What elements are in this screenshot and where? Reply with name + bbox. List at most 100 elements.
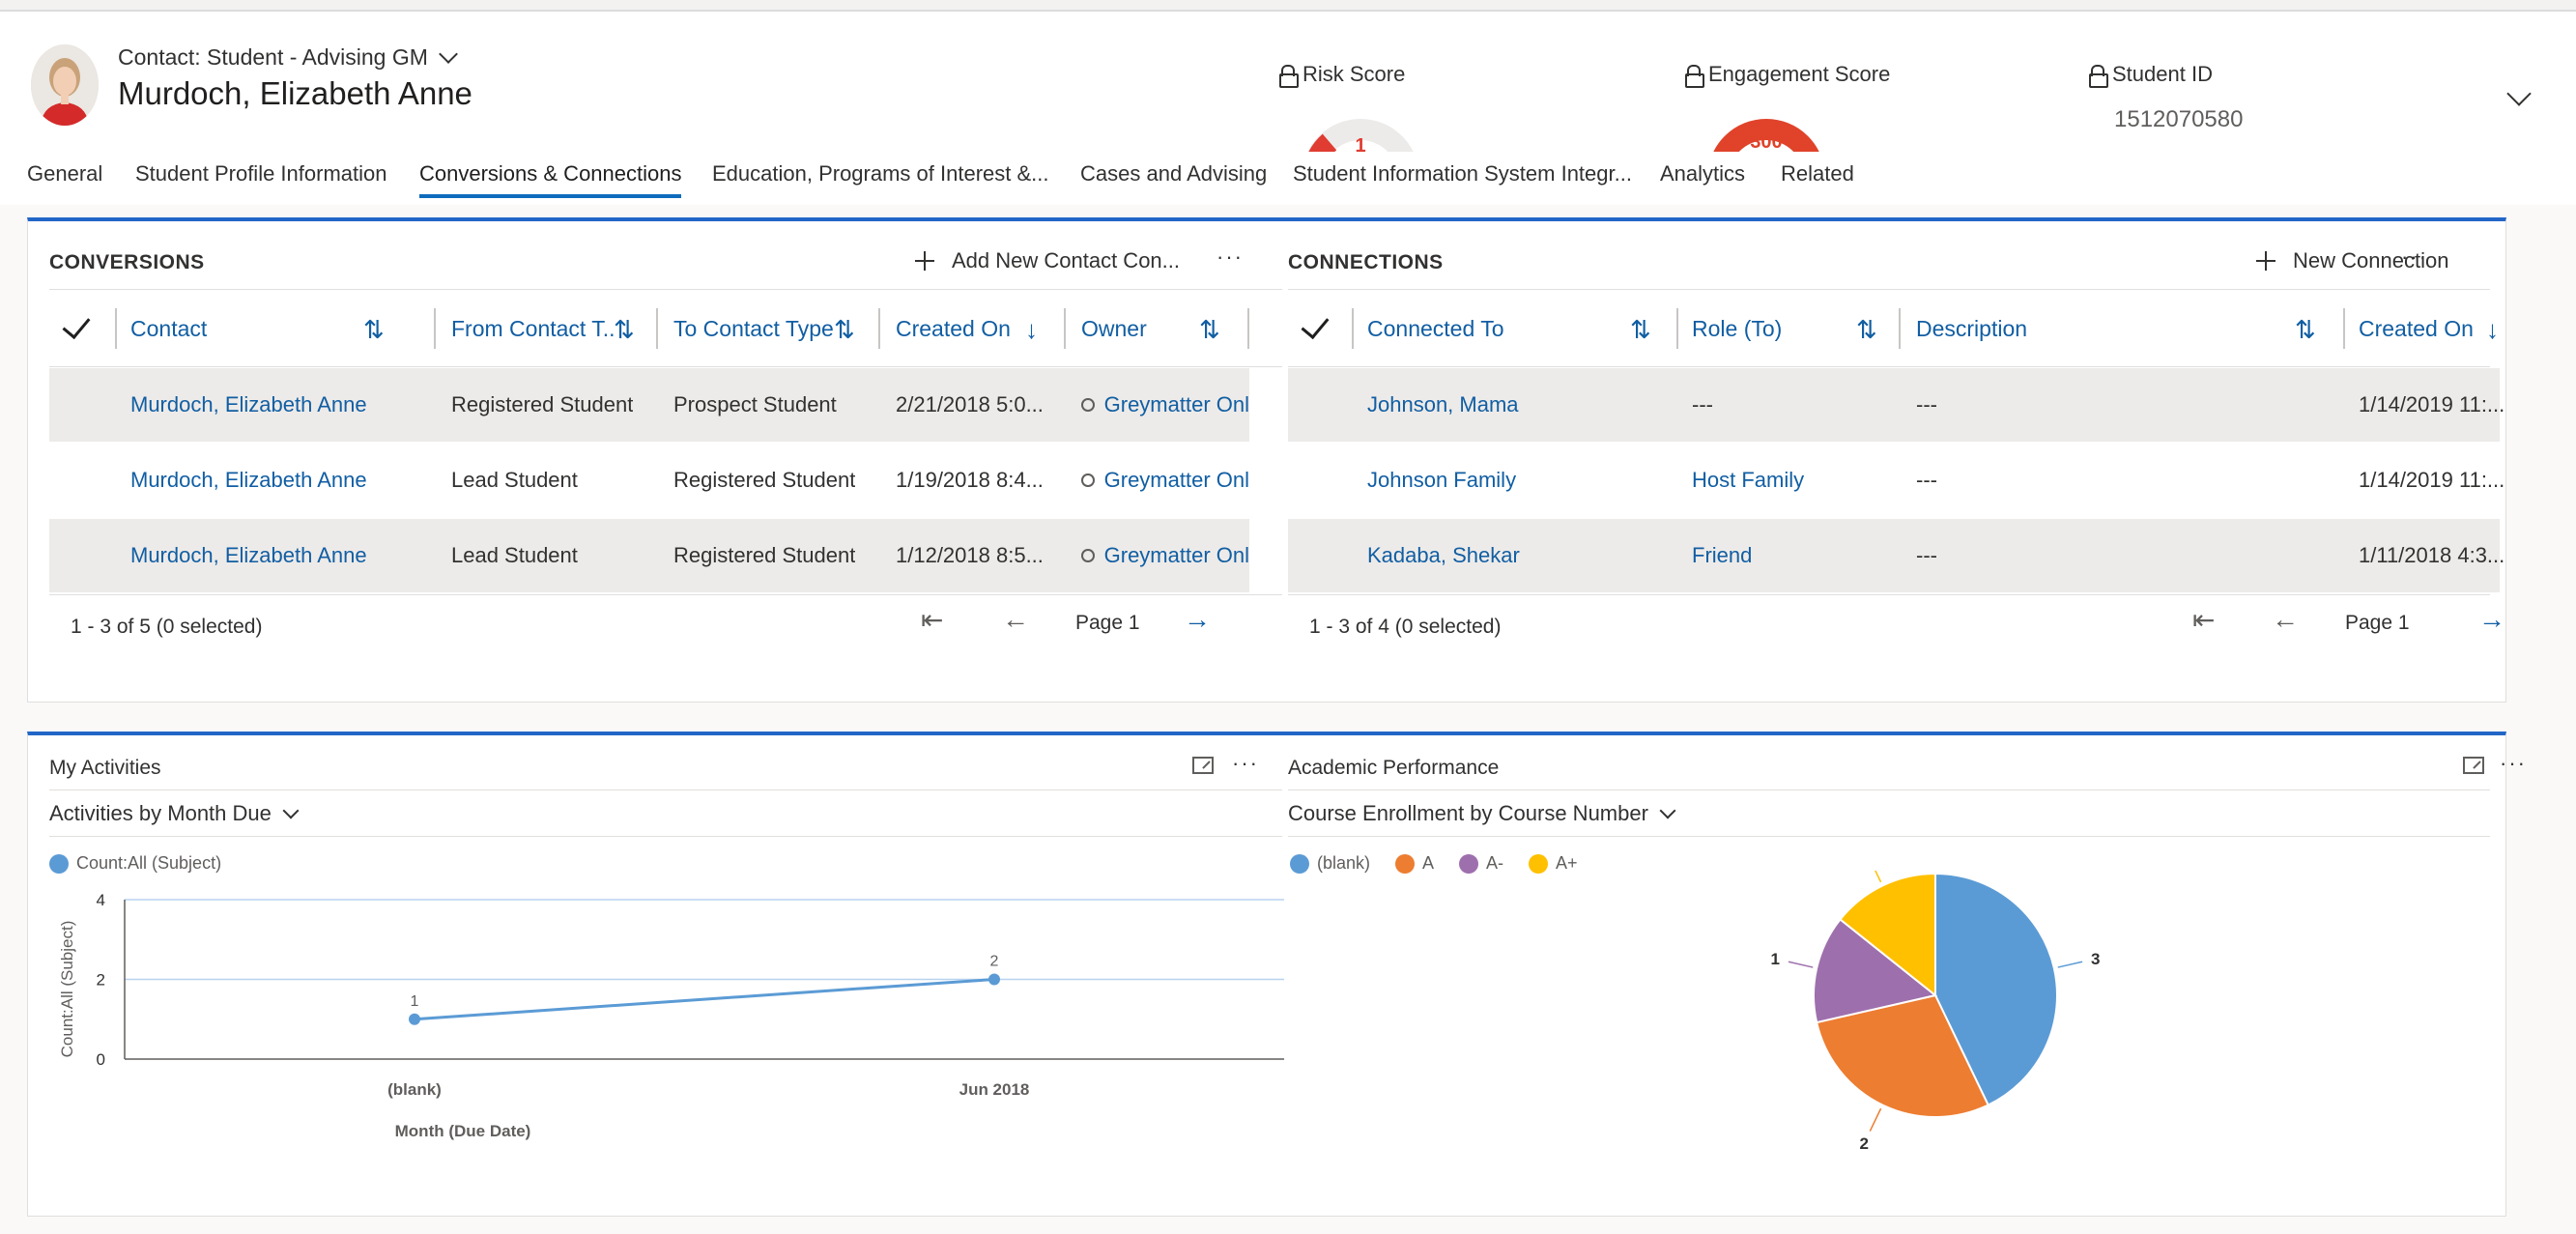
expand-header-chevron-icon[interactable] [2506,81,2532,106]
slice-leader-line [1875,871,1882,883]
academic-view-selector[interactable]: Course Enrollment by Course Number [1288,801,1676,826]
column-header-created-on[interactable]: Created On [2359,315,2474,341]
risk-score-field: Risk Score [1279,62,1405,88]
owner-link[interactable]: Greymatter Onl [1103,392,1249,416]
connected-to-link[interactable]: Johnson, Mama [1367,392,1519,416]
connected-to-link[interactable]: Johnson Family [1367,468,1517,492]
tab-related[interactable]: Related [1781,161,1854,186]
sort-descending-icon[interactable]: ↓ [2486,315,2499,344]
form-tabs: General Student Profile Information Conv… [0,152,2576,205]
avatar[interactable] [31,44,99,126]
to-contact-type-cell: Registered Student [673,468,856,492]
tab-education-programs[interactable]: Education, Programs of Interest &... [712,161,1049,186]
column-header-connected-to[interactable]: Connected To [1367,315,1504,341]
new-connection-button[interactable]: New Connection [2256,248,2448,273]
connected-to-link[interactable]: Kadaba, Shekar [1367,543,1520,567]
previous-page-icon[interactable]: ← [2272,604,2299,634]
legend-item[interactable]: A+ [1529,853,1578,874]
engagement-score-field: Engagement Score [1685,62,1890,88]
column-header-contact[interactable]: Contact [130,315,208,341]
contact-link[interactable]: Murdoch, Elizabeth Anne [130,468,367,492]
connections-title: CONNECTIONS [1288,251,1444,273]
table-row[interactable]: Kadaba, Shekar Friend --- 1/11/2018 4:3.… [1288,519,2504,592]
divider [1288,836,2490,837]
next-page-icon[interactable]: → [2478,604,2505,634]
add-new-contact-conversion-button[interactable]: Add New Contact Con... [915,248,1180,273]
role-link[interactable]: Host Family [1692,468,1805,492]
connections-more-icon[interactable]: ··· [2401,244,2428,269]
chevron-down-icon[interactable] [438,43,458,64]
column-header-created-on[interactable]: Created On [896,315,1011,341]
first-page-icon[interactable]: ⇤ [2192,605,2216,635]
legend-swatch [1459,853,1479,874]
pie-slice [1934,872,2058,1106]
contact-link[interactable]: Murdoch, Elizabeth Anne [130,543,367,567]
role-link[interactable]: Friend [1692,543,1753,567]
tab-conversions-connections[interactable]: Conversions & Connections [419,161,682,198]
tab-general[interactable]: General [27,161,103,186]
my-activities-more-icon[interactable]: ··· [1232,751,1259,775]
owner-cell[interactable]: Greymatter Onl [1081,444,1249,517]
sort-icon[interactable]: ⇅ [1199,315,1220,344]
owner-cell[interactable]: Greymatter Onl [1081,368,1249,442]
conversions-more-icon[interactable]: ··· [1216,244,1244,269]
slice-leader-line [1869,1107,1882,1132]
slice-leader-line [1788,961,1814,968]
first-page-icon[interactable]: ⇤ [921,605,944,635]
divider [1288,289,2490,290]
column-header-from-contact-type[interactable]: From Contact T... [451,315,615,341]
sort-icon[interactable]: ⇅ [1856,315,1877,344]
owner-status-icon [1081,398,1095,412]
owner-link[interactable]: Greymatter Onl [1103,468,1249,492]
legend-swatch [1395,853,1416,874]
sort-icon[interactable]: ⇅ [2295,315,2316,344]
entity-form-selector[interactable]: Contact: Student - Advising GM [118,43,458,71]
table-row[interactable]: Murdoch, Elizabeth Anne Registered Stude… [49,368,1249,442]
tab-student-profile-information[interactable]: Student Profile Information [135,161,387,186]
expand-chart-icon[interactable] [2463,757,2484,774]
divider [49,789,1282,790]
legend-label: Count:All (Subject) [76,853,222,873]
table-row[interactable]: Johnson Family Host Family --- 1/14/2019… [1288,444,2504,517]
divider [1288,789,2490,790]
academic-more-icon[interactable]: ··· [2500,751,2527,775]
legend-item[interactable]: (blank) [1290,853,1370,874]
select-all-checkmark-icon[interactable] [62,309,91,340]
engagement-score-gauge: 300 [1706,118,1826,152]
contact-link[interactable]: Murdoch, Elizabeth Anne [130,392,367,416]
expand-chart-icon[interactable] [1192,757,1214,774]
next-page-icon[interactable]: → [1184,604,1211,634]
column-header-description[interactable]: Description [1916,315,2028,341]
owner-link[interactable]: Greymatter Onl [1103,543,1249,567]
sort-icon[interactable]: ⇅ [363,315,385,344]
column-header-role-to[interactable]: Role (To) [1692,315,1783,341]
x-axis-label: Month (Due Date) [395,1122,531,1140]
tab-cases-and-advising[interactable]: Cases and Advising [1080,161,1268,186]
table-row[interactable]: Murdoch, Elizabeth Anne Lead Student Reg… [49,444,1249,517]
legend-item[interactable]: A- [1459,853,1503,874]
tab-analytics[interactable]: Analytics [1660,161,1746,186]
series-line [414,978,995,1021]
y-tick-label: 0 [97,1050,105,1069]
description-cell: --- [1916,468,1937,492]
course-enrollment-pie-chart: 3211 [1771,871,2100,1153]
table-row[interactable]: Murdoch, Elizabeth Anne Lead Student Reg… [49,519,1249,592]
previous-page-icon[interactable]: ← [1002,604,1029,634]
column-header-to-contact-type[interactable]: To Contact Type [673,315,834,341]
chevron-down-icon[interactable] [282,802,300,819]
activities-view-selector[interactable]: Activities by Month Due [49,801,300,826]
sort-icon[interactable]: ⇅ [614,315,635,344]
academic-view-label: Course Enrollment by Course Number [1288,801,1648,825]
column-header-owner[interactable]: Owner [1081,315,1147,341]
sort-icon[interactable]: ⇅ [834,315,855,344]
table-row[interactable]: Johnson, Mama --- --- 1/14/2019 11:... [1288,368,2504,442]
owner-cell[interactable]: Greymatter Onl [1081,519,1249,592]
select-all-checkmark-icon[interactable] [1301,309,1330,340]
chevron-down-icon[interactable] [1659,802,1676,819]
sort-descending-icon[interactable]: ↓ [1025,315,1038,344]
tab-student-information-system[interactable]: Student Information System Integr... [1293,161,1632,186]
legend-item[interactable]: Count:All (Subject) [49,853,221,874]
from-contact-type-cell: Lead Student [451,543,578,567]
sort-icon[interactable]: ⇅ [1630,315,1651,344]
legend-item[interactable]: A [1395,853,1434,874]
